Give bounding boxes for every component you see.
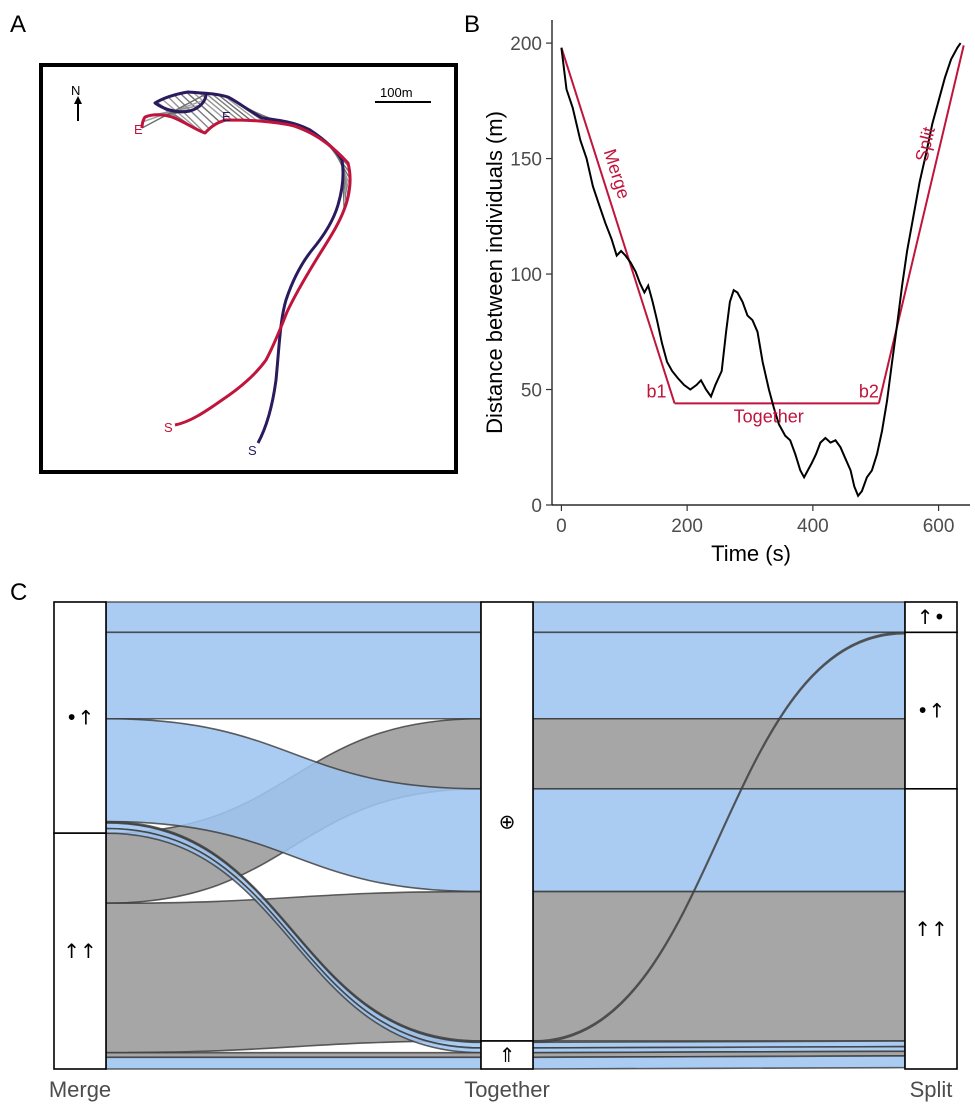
connector-line <box>161 98 200 131</box>
y-tick-label: 200 <box>510 34 542 55</box>
alluvial-flow <box>532 787 906 893</box>
connector-line <box>211 93 246 121</box>
alluvial-chart: •↑ ↑↑ ⊕ ⇑ ↑• •↑ ↑↑ Merge Together Split <box>49 601 958 1102</box>
segment-merge-line <box>560 47 676 404</box>
alluvial-strata: •↑ ↑↑ ⊕ ⇑ ↑• •↑ ↑↑ <box>53 601 958 1070</box>
alluvial-flow <box>532 601 906 634</box>
stratum-split <box>904 787 958 1070</box>
stratum-merge <box>53 832 107 1070</box>
alluvial-flow <box>105 631 482 720</box>
north-arrow-icon <box>74 96 82 121</box>
x-tick-label: 200 <box>671 516 703 537</box>
alluvial-flow <box>105 890 482 1054</box>
panel-label-b: B <box>464 11 480 38</box>
connector-line <box>217 94 252 122</box>
alluvial-flow <box>532 890 906 1042</box>
alluvial-flow <box>532 631 906 720</box>
stratum-together <box>480 1040 534 1070</box>
y-tick-label: 50 <box>521 381 542 402</box>
y-tick-label: 100 <box>510 265 542 286</box>
alluvial-flow <box>532 717 906 790</box>
stratum-label: ↑↑ <box>63 939 97 963</box>
segment-split-line <box>877 45 965 404</box>
alluvial-axis-label-together: Together <box>464 1077 550 1102</box>
x-tick-label: 400 <box>797 516 829 537</box>
breakpoint-b1-label: b1 <box>647 381 667 401</box>
stratum-label: ↑↑ <box>914 917 948 941</box>
segment-together-label: Together <box>734 406 804 426</box>
stratum-label: ↑• <box>917 605 946 629</box>
connector-line <box>192 91 227 121</box>
x-axis-title: Time (s) <box>711 541 791 566</box>
segment-lines <box>560 45 965 405</box>
y-tick-label: 150 <box>510 150 542 171</box>
distance-line-chart: 0 50 100 150 200 0 200 400 600 Merge Together Spli… <box>482 20 970 566</box>
breakpoint-b2-label: b2 <box>859 381 879 401</box>
map-frame <box>39 63 458 474</box>
alluvial-axis-label-split: Split <box>910 1077 953 1102</box>
stratum-label: •↑ <box>917 699 946 723</box>
stratum-label: •↑ <box>66 706 95 730</box>
alluvial-axis-labels: Merge Together Split <box>49 1077 953 1102</box>
distance-series-line <box>560 42 962 498</box>
x-tick-label: 600 <box>923 516 955 537</box>
stratum-label: ⊕ <box>499 809 516 833</box>
panel-label-a: A <box>10 11 26 38</box>
connector-line <box>167 96 206 134</box>
stratum-merge <box>53 601 107 834</box>
trajectory-map: N 100m E S E S <box>39 63 458 474</box>
alluvial-flow <box>532 1055 906 1070</box>
connector-line <box>223 95 258 122</box>
panel-label-c: C <box>10 579 27 606</box>
segment-labels: Merge Together Split b1 b2 <box>600 125 939 426</box>
alluvial-axis-label-merge: Merge <box>49 1077 111 1102</box>
connector-line <box>186 91 221 123</box>
connector-line <box>205 92 239 121</box>
segment-merge-label: Merge <box>600 147 634 202</box>
track-individual-2 <box>153 90 345 444</box>
y-axis-title: Distance between individuals (m) <box>482 111 507 434</box>
track-individual-1 <box>140 113 352 427</box>
blue-end-label: E <box>222 109 231 124</box>
blue-start-label: S <box>248 443 257 458</box>
alluvial-flows <box>105 601 906 1070</box>
stratum-together <box>480 601 534 1042</box>
alluvial-flow <box>105 601 482 634</box>
red-start-label: S <box>164 420 173 435</box>
x-tick-label: 0 <box>556 516 567 537</box>
alluvial-flow <box>105 1056 482 1070</box>
north-label: N <box>71 83 80 98</box>
segment-split-label: Split <box>911 125 939 164</box>
red-end-label: E <box>134 122 143 137</box>
scale-label: 100m <box>380 85 413 100</box>
line-chart-axes: 0 50 100 150 200 0 200 400 600 <box>510 20 970 537</box>
y-tick-label: 0 <box>531 496 542 517</box>
stratum-label: ⇑ <box>499 1043 516 1067</box>
